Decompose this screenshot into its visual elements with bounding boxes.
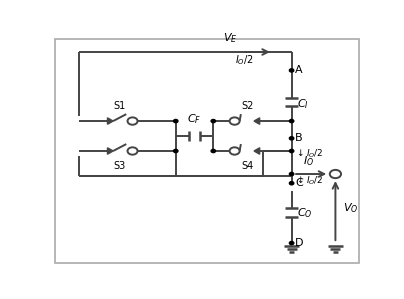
Text: S1: S1: [113, 101, 126, 111]
Circle shape: [289, 242, 294, 245]
Circle shape: [211, 120, 215, 123]
Polygon shape: [254, 148, 260, 154]
FancyBboxPatch shape: [55, 39, 359, 263]
Text: B: B: [295, 133, 303, 143]
Polygon shape: [107, 148, 113, 154]
Text: C: C: [295, 178, 303, 188]
Circle shape: [289, 150, 294, 152]
Circle shape: [289, 120, 294, 123]
Text: A: A: [295, 65, 303, 75]
Circle shape: [174, 150, 178, 152]
Text: $V_O$: $V_O$: [343, 202, 359, 216]
Circle shape: [229, 118, 240, 125]
Circle shape: [289, 69, 294, 72]
Circle shape: [128, 118, 137, 125]
Text: $I_O/2$: $I_O/2$: [235, 53, 254, 67]
Circle shape: [174, 120, 178, 123]
Text: $\downarrow I_O/2$: $\downarrow I_O/2$: [295, 148, 323, 160]
Text: D: D: [295, 238, 304, 248]
Text: $C_I$: $C_I$: [297, 97, 309, 111]
Circle shape: [128, 147, 137, 155]
Text: S4: S4: [242, 161, 254, 171]
Circle shape: [211, 150, 215, 152]
Circle shape: [289, 137, 294, 140]
Text: $I_O$: $I_O$: [303, 155, 314, 168]
Text: $V_E$: $V_E$: [223, 31, 237, 45]
Circle shape: [289, 181, 294, 185]
Circle shape: [289, 173, 294, 176]
Text: $C_O$: $C_O$: [297, 206, 313, 220]
Text: $C_F$: $C_F$: [187, 112, 202, 126]
Text: S3: S3: [113, 161, 126, 171]
Text: $\downarrow I_O/2$: $\downarrow I_O/2$: [295, 175, 323, 187]
Circle shape: [229, 147, 240, 155]
Text: S2: S2: [242, 101, 254, 111]
Polygon shape: [254, 118, 260, 124]
Circle shape: [330, 170, 341, 178]
Polygon shape: [107, 118, 113, 124]
